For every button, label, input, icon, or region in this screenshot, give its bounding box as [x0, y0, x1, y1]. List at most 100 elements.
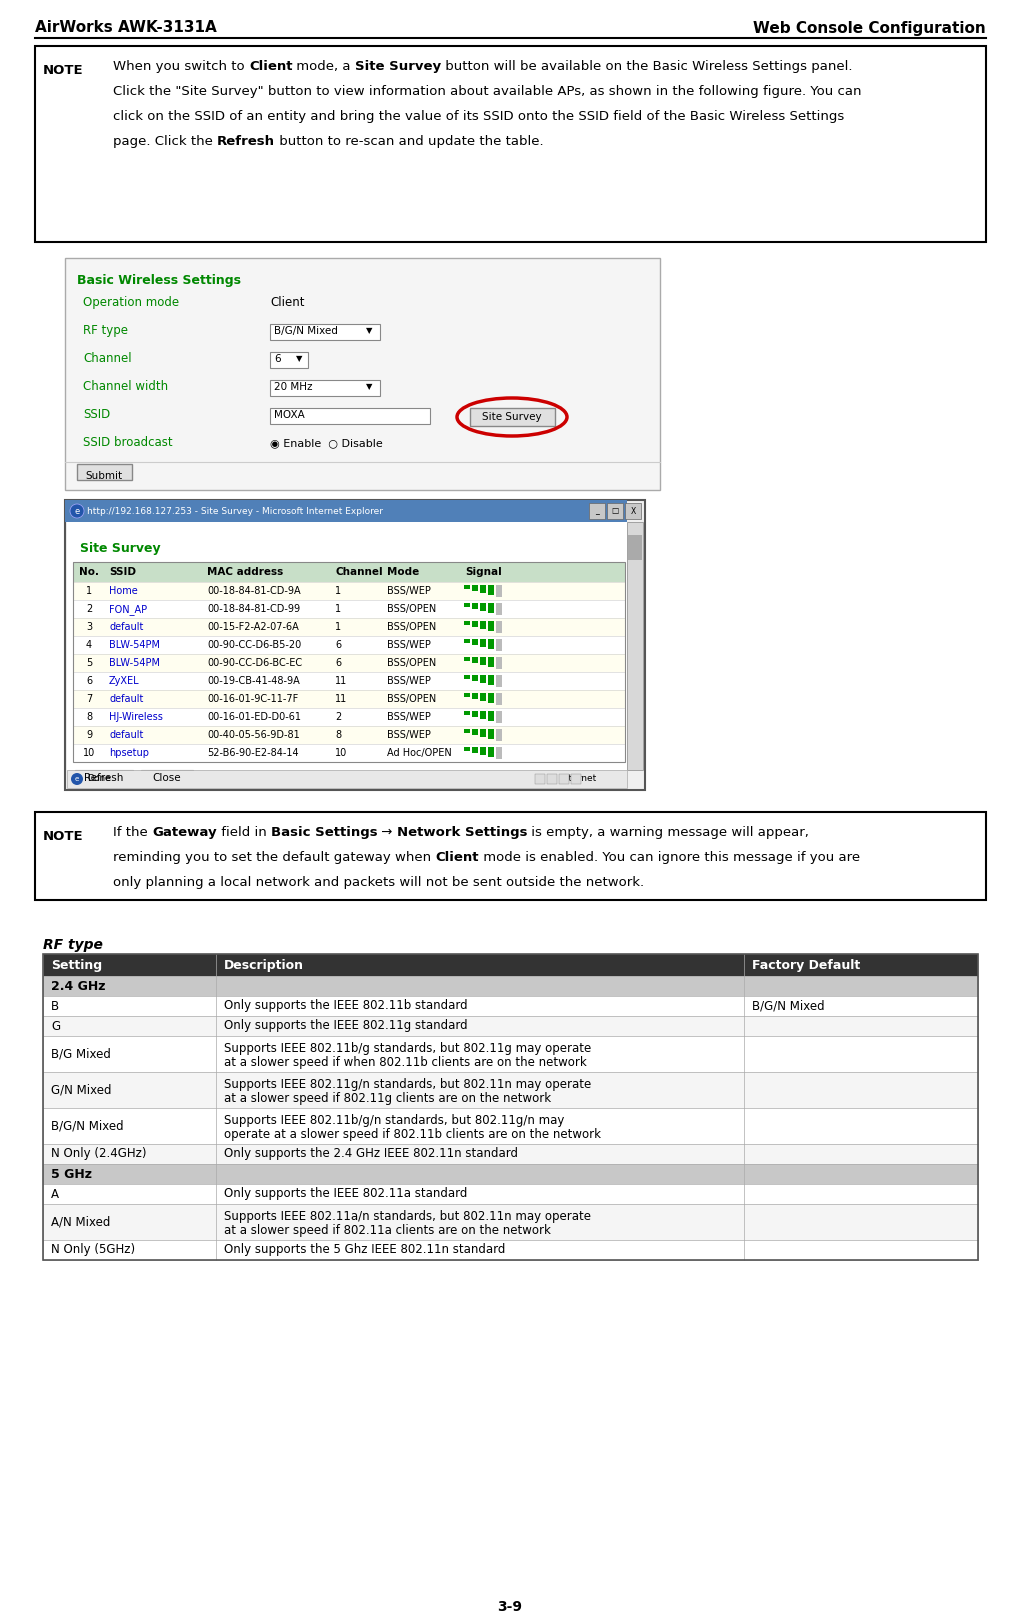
Bar: [496, 729, 502, 740]
Bar: [72, 726, 625, 744]
Text: 00-16-01-ED-D0-61: 00-16-01-ED-D0-61: [207, 713, 301, 723]
Text: 7: 7: [86, 693, 92, 705]
Text: B/G Mixed: B/G Mixed: [51, 1048, 111, 1061]
Text: BSS/WEP: BSS/WEP: [387, 676, 431, 685]
Bar: [627, 522, 643, 770]
Text: reminding you to set the default gateway when: reminding you to set the default gateway…: [113, 850, 435, 863]
Bar: [43, 1072, 978, 1108]
Text: 4: 4: [86, 640, 92, 650]
Bar: [72, 599, 625, 617]
Bar: [43, 954, 978, 1260]
Text: only planning a local network and packets will not be sent outside the network.: only planning a local network and packet…: [113, 876, 644, 889]
Text: Ad Hoc/OPEN: Ad Hoc/OPEN: [387, 748, 451, 758]
Text: Site Survey: Site Survey: [482, 411, 542, 421]
Text: ◉ Enable  ○ Disable: ◉ Enable ○ Disable: [270, 437, 383, 449]
Text: Network Settings: Network Settings: [397, 826, 528, 839]
Text: Site Survey: Site Survey: [80, 543, 160, 556]
Text: Only supports the 5 Ghz IEEE 802.11n standard: Only supports the 5 Ghz IEEE 802.11n sta…: [224, 1244, 505, 1257]
Bar: [43, 1037, 978, 1072]
Text: MOXA: MOXA: [274, 410, 304, 420]
Text: Basic Settings: Basic Settings: [271, 826, 377, 839]
Text: RF type: RF type: [83, 324, 128, 337]
Bar: [470, 408, 555, 426]
Bar: [560, 774, 569, 784]
Bar: [496, 693, 502, 705]
Text: BSS/OPEN: BSS/OPEN: [387, 604, 436, 614]
Bar: [488, 693, 494, 703]
Bar: [72, 708, 625, 726]
Bar: [535, 774, 545, 784]
Text: 00-18-84-81-CD-99: 00-18-84-81-CD-99: [207, 604, 300, 614]
Bar: [496, 603, 502, 616]
Text: G: G: [51, 1019, 60, 1032]
Circle shape: [70, 504, 84, 518]
Text: HJ-Wireless: HJ-Wireless: [109, 713, 163, 723]
Bar: [488, 658, 494, 667]
Bar: [488, 638, 494, 650]
Text: G/N Mixed: G/N Mixed: [51, 1084, 111, 1097]
Text: Operation mode: Operation mode: [83, 296, 179, 309]
Bar: [72, 654, 625, 672]
Text: A/N Mixed: A/N Mixed: [51, 1215, 110, 1228]
Bar: [35, 812, 986, 901]
Bar: [72, 672, 625, 690]
Text: Mode: Mode: [387, 567, 420, 577]
Text: 2: 2: [335, 713, 341, 723]
Bar: [480, 620, 486, 629]
Text: Gateway: Gateway: [152, 826, 216, 839]
Bar: [75, 770, 133, 787]
Text: Channel width: Channel width: [83, 381, 168, 394]
Text: BLW-54PM: BLW-54PM: [109, 640, 160, 650]
Text: 11: 11: [335, 676, 347, 685]
Text: default: default: [109, 693, 143, 705]
Text: No.: No.: [79, 567, 99, 577]
Text: Supports IEEE 802.11g/n standards, but 802.11n may operate: Supports IEEE 802.11g/n standards, but 8…: [224, 1077, 591, 1090]
Text: SSID broadcast: SSID broadcast: [83, 436, 173, 449]
Bar: [496, 638, 502, 651]
Bar: [67, 770, 627, 787]
Text: Internet: Internet: [560, 774, 596, 782]
Text: 00-90-CC-D6-BC-EC: 00-90-CC-D6-BC-EC: [207, 658, 302, 667]
Text: BSS/WEP: BSS/WEP: [387, 731, 431, 740]
Text: 8: 8: [86, 713, 92, 723]
Bar: [496, 711, 502, 723]
Bar: [488, 729, 494, 739]
Text: If the: If the: [113, 826, 152, 839]
Text: N Only (5GHz): N Only (5GHz): [51, 1244, 135, 1257]
Text: at a slower speed if when 802.11b clients are on the network: at a slower speed if when 802.11b client…: [224, 1056, 587, 1069]
Bar: [43, 1184, 978, 1204]
Text: FON_AP: FON_AP: [109, 604, 147, 616]
Text: NOTE: NOTE: [43, 65, 84, 78]
Bar: [464, 729, 470, 732]
Text: 1: 1: [335, 586, 341, 596]
Bar: [496, 747, 502, 760]
Bar: [488, 620, 494, 632]
Text: □: □: [612, 507, 619, 515]
Text: BSS/OPEN: BSS/OPEN: [387, 658, 436, 667]
Text: Only supports the 2.4 GHz IEEE 802.11n standard: Only supports the 2.4 GHz IEEE 802.11n s…: [224, 1147, 518, 1160]
Text: Done: Done: [87, 774, 110, 782]
Text: at a slower speed if 802.11g clients are on the network: at a slower speed if 802.11g clients are…: [224, 1092, 551, 1105]
Bar: [480, 638, 486, 646]
Text: 1: 1: [86, 586, 92, 596]
Text: Basic Wireless Settings: Basic Wireless Settings: [77, 274, 241, 287]
Bar: [270, 408, 430, 424]
Text: ▼: ▼: [366, 382, 373, 390]
Bar: [72, 637, 625, 654]
Text: B/G/N Mixed: B/G/N Mixed: [752, 1000, 825, 1012]
Bar: [547, 774, 557, 784]
Text: http://192.168.127.253 - Site Survey - Microsoft Internet Explorer: http://192.168.127.253 - Site Survey - M…: [87, 507, 383, 517]
Bar: [43, 996, 978, 1016]
Text: Client: Client: [270, 296, 304, 309]
Text: button to re-scan and update the table.: button to re-scan and update the table.: [275, 134, 544, 147]
Bar: [472, 620, 478, 627]
Bar: [72, 617, 625, 637]
Text: default: default: [109, 622, 143, 632]
Text: Refresh: Refresh: [85, 773, 124, 782]
Text: Description: Description: [224, 959, 304, 972]
Bar: [480, 603, 486, 611]
Bar: [488, 676, 494, 685]
Bar: [472, 603, 478, 609]
Bar: [43, 1165, 978, 1184]
Bar: [65, 501, 645, 791]
